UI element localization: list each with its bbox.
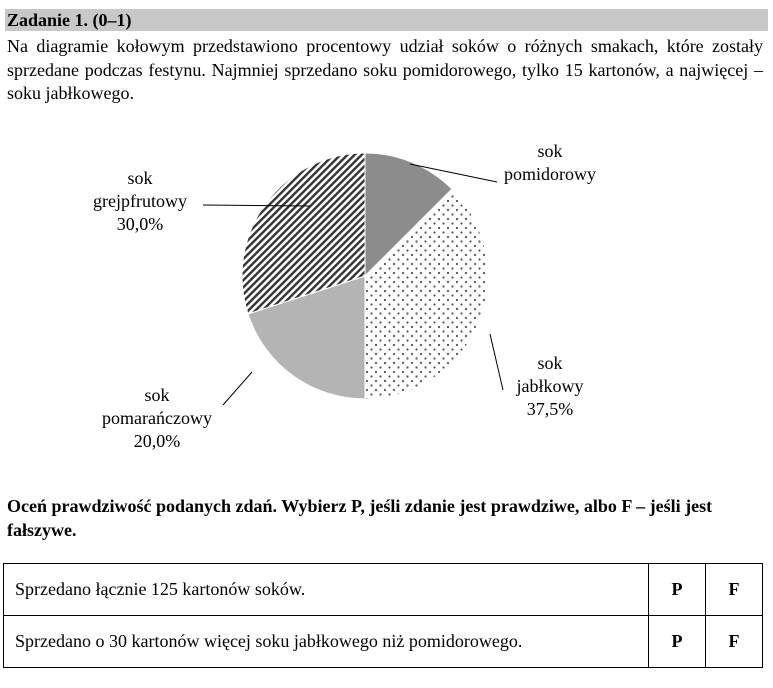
statement-text: Sprzedano łącznie 125 kartonów soków. [3,563,649,616]
leader-line-pomidorowy [409,163,498,183]
slice-labels: sok pomidorowy sok jabłkowy 37,5% sok pomarańc… [93,141,596,451]
leader-line-jablkowy [489,333,504,391]
leader-line-grejpfrutowy [202,204,311,207]
task-title: Zadanie 1. (0–1) [7,10,132,30]
option-p-button[interactable]: P [648,615,706,668]
slice-label-pomaranczowy: sok [144,385,169,405]
slice-label-pomaranczowy: pomarańczowy [102,408,212,428]
statement-row-2: Sprzedano o 30 kartonów więcej soku jabł… [3,615,763,668]
pie-slice-pomidorowy [364,152,453,278]
slice-percent-pomaranczowy: 20,0% [134,431,181,451]
slice-label-pomidorowy: sok [537,141,562,161]
pie-chart: sok pomidorowy sok jabłkowy 37,5% sok pomarańc… [93,141,596,451]
pie-slices [241,152,489,400]
slice-label-jablkowy: sok [537,353,562,373]
pie-slice-pomaranczowy [247,275,366,400]
statement-text: Sprzedano o 30 kartonów więcej soku jabł… [3,615,649,668]
option-f-button[interactable]: F [705,615,763,668]
true-false-table: Sprzedano łącznie 125 kartonów soków. P … [3,563,763,668]
option-f-button[interactable]: F [705,563,763,616]
leader-lines [202,163,504,406]
statement-row-1: Sprzedano łącznie 125 kartonów soków. P … [3,563,763,616]
pie-slice-jablkowy [364,188,489,400]
slice-label-jablkowy: jabłkowy [516,376,584,396]
option-p-button[interactable]: P [648,563,706,616]
task-header-bar: Zadanie 1. (0–1) [5,9,768,31]
slice-label-pomidorowy: pomidorowy [504,164,596,184]
slice-label-grejpfrutowy: grejpfrutowy [93,191,187,211]
instruction-text: Oceń prawdziwość podanych zdań. Wybierz … [7,496,713,540]
task-intro: Na diagramie kołowym przedstawiono proce… [7,36,763,103]
pie-slice-grejpfrutowy [241,152,366,315]
slice-percent-jablkowy: 37,5% [527,399,574,419]
slice-percent-grejpfrutowy: 30,0% [117,214,164,234]
leader-line-pomaranczowy [222,371,253,406]
slice-label-grejpfrutowy: sok [127,168,152,188]
